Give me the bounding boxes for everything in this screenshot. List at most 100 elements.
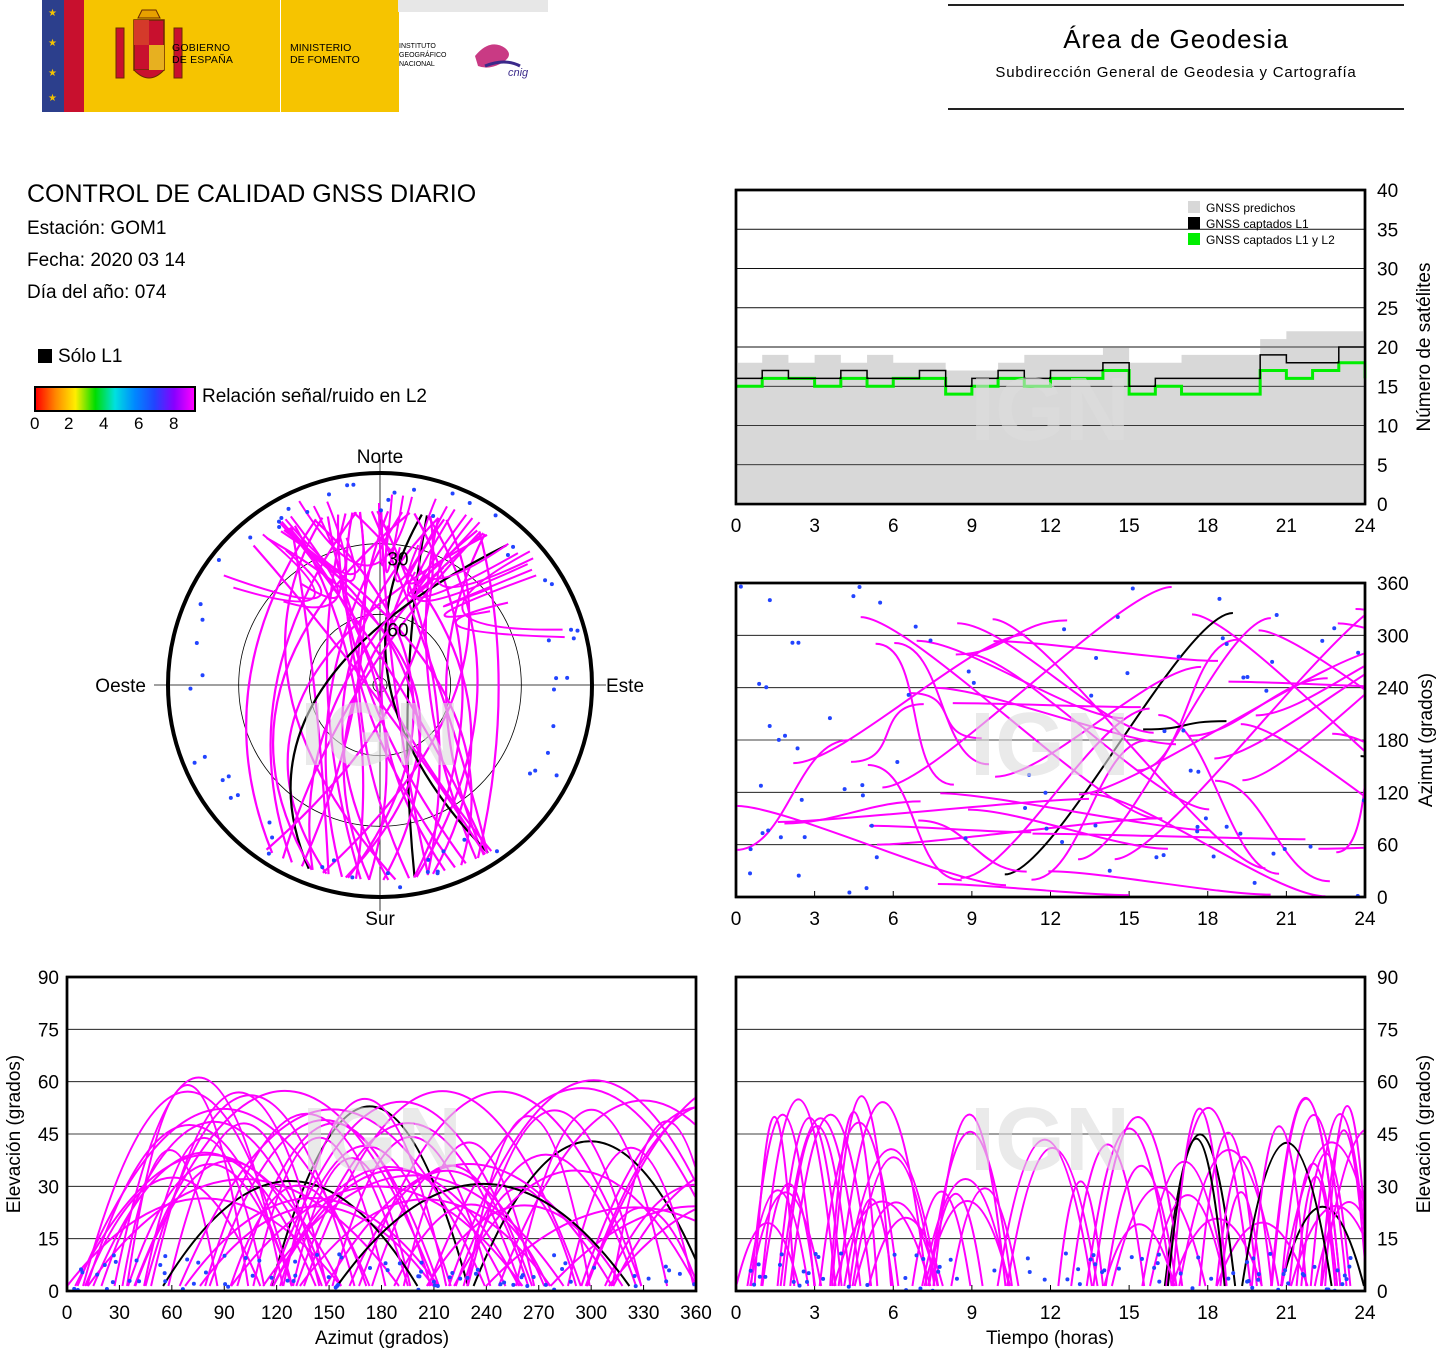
low-snr-point	[948, 1257, 953, 1262]
low-snr-point	[419, 1260, 424, 1265]
low-snr-point	[936, 1269, 941, 1274]
low-snr-point	[315, 1252, 320, 1257]
low-snr-point	[1181, 728, 1186, 733]
low-snr-point	[777, 1262, 782, 1267]
low-snr-point	[766, 828, 771, 833]
low-snr-point	[425, 869, 430, 874]
low-snr-point	[113, 1259, 118, 1264]
low-snr-point	[1116, 1266, 1121, 1271]
satellite-track	[1189, 677, 1328, 737]
low-snr-point	[778, 835, 783, 840]
low-snr-point	[235, 793, 240, 798]
low-snr-point	[801, 1269, 806, 1274]
satellite-track	[1048, 870, 1271, 896]
x-tick-label: 180	[366, 1303, 398, 1324]
satellite-track	[995, 665, 1202, 778]
low-snr-point	[222, 1253, 227, 1258]
low-snr-point	[776, 737, 781, 742]
satellite-track	[76, 1108, 371, 1287]
low-snr-point	[1347, 1264, 1352, 1269]
low-snr-point	[1178, 1271, 1183, 1276]
low-snr-point	[592, 1265, 597, 1270]
low-snr-point	[267, 820, 272, 825]
ring-label: 30	[387, 550, 408, 571]
satellite-track	[292, 1157, 412, 1287]
low-snr-point	[937, 1264, 942, 1269]
x-tick-label: 21	[1276, 516, 1297, 537]
y-tick-label: 10	[1377, 417, 1398, 438]
low-snr-point	[110, 1280, 115, 1285]
elevation-ring	[372, 677, 388, 693]
satellite-track	[1171, 1107, 1228, 1287]
low-snr-point	[857, 584, 862, 589]
y-tick-label: 60	[1377, 836, 1398, 857]
y-tick-label: 30	[1377, 260, 1398, 281]
snr-tick: 4	[99, 414, 109, 433]
x-tick-label: 21	[1276, 909, 1297, 930]
x-tick-label: 15	[1119, 1303, 1140, 1324]
x-tick-label: 0	[731, 909, 742, 930]
x-tick-label: 240	[470, 1303, 502, 1324]
satellite-track	[1104, 1165, 1178, 1287]
satellite-track	[1309, 1113, 1365, 1287]
satellite-track	[932, 1113, 1007, 1287]
low-snr-point	[551, 724, 556, 729]
low-snr-point	[1077, 1282, 1082, 1287]
low-snr-point	[805, 1279, 810, 1284]
satellite-track	[1313, 1201, 1365, 1287]
x-tick-label: 12	[1040, 909, 1061, 930]
y-tick-label: 45	[1377, 1125, 1398, 1146]
satellite-track	[454, 601, 565, 639]
satellite-track	[1241, 1142, 1333, 1287]
low-snr-point	[748, 1268, 753, 1273]
y-tick-label: 15	[38, 1230, 59, 1251]
low-snr-point	[226, 1284, 231, 1289]
satellite-track	[380, 511, 430, 876]
satellite-track	[1004, 612, 1233, 876]
satellite-track	[1255, 664, 1365, 717]
low-snr-point	[1320, 638, 1325, 643]
low-snr-point	[971, 680, 976, 685]
satellite-track	[1114, 613, 1365, 861]
satellite-track	[1332, 732, 1365, 744]
low-snr-point	[431, 1279, 436, 1284]
x-tick-label: 60	[161, 1303, 182, 1324]
satellite-track	[1242, 693, 1365, 782]
satellite-track	[1320, 1128, 1365, 1287]
legend-swatch	[1188, 201, 1200, 213]
y-tick-label: 0	[1377, 888, 1388, 909]
y-tick-label: 75	[1377, 1020, 1398, 1041]
watermark-text: IGN	[300, 685, 460, 785]
snr-colorbar	[34, 386, 196, 412]
low-snr-point	[339, 1255, 344, 1260]
low-snr-point	[417, 1274, 422, 1279]
low-snr-point	[1283, 1268, 1288, 1273]
low-snr-point	[560, 1267, 565, 1272]
satellite-track	[1057, 1180, 1104, 1287]
satellite-track	[993, 640, 1218, 662]
satellite-track	[875, 642, 954, 786]
low-snr-point	[1044, 826, 1049, 831]
satellite-track	[736, 739, 849, 851]
satellite-track	[100, 1120, 328, 1287]
low-snr-point	[865, 1282, 870, 1287]
satellite-track	[272, 512, 411, 871]
satellite-track	[280, 520, 356, 582]
satellite-track	[162, 1180, 419, 1287]
low-snr-point	[1190, 1286, 1195, 1291]
x-tick-label: 210	[418, 1303, 450, 1324]
low-snr-point	[1224, 824, 1229, 829]
low-snr-point	[806, 1271, 811, 1276]
series-l1	[736, 346, 1366, 387]
low-snr-point	[748, 871, 753, 876]
y-tick-label: 60	[38, 1073, 59, 1094]
low-snr-point	[914, 1253, 919, 1258]
snr-tick: 2	[64, 414, 74, 433]
satellite-track	[1280, 1141, 1365, 1287]
satellite-track	[1110, 1186, 1207, 1287]
satellite-track	[167, 1122, 321, 1287]
doy-label: Día del año: 074	[27, 282, 167, 303]
low-snr-point	[1176, 654, 1181, 659]
legend-swatch	[1188, 217, 1200, 229]
satellite-track	[585, 1105, 696, 1287]
